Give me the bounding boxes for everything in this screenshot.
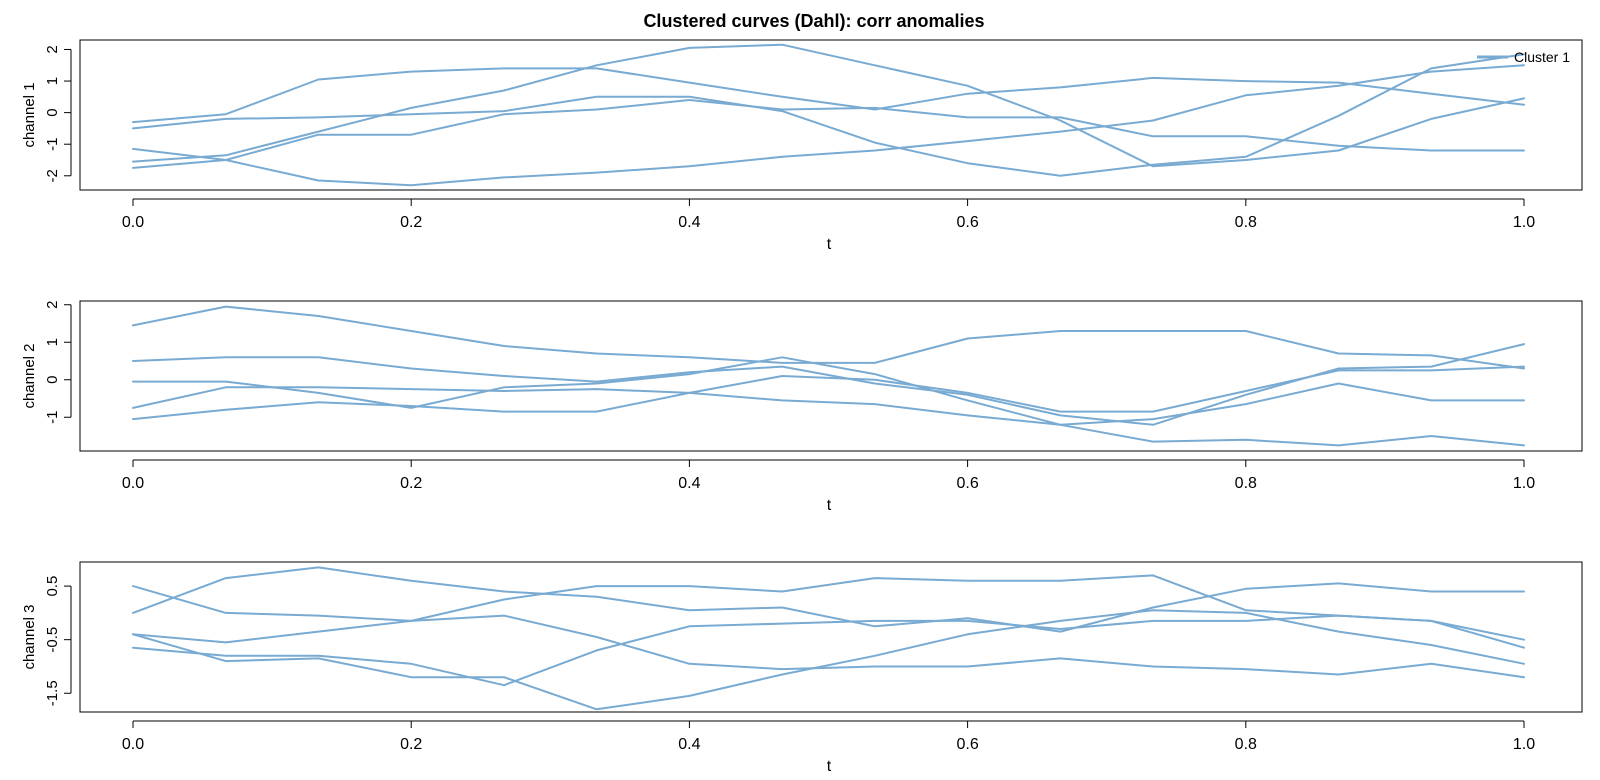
x-tick-label: 1.0 bbox=[1513, 475, 1535, 492]
y-tick-label: -1 bbox=[44, 138, 61, 151]
x-tick-label: 0.0 bbox=[122, 475, 144, 492]
y-axis-label: channel 2 bbox=[21, 343, 38, 408]
chart-panels: 0.0 0.2 0.4 0.6 0.8 1.0 t -2 -1 0 1 2 channel 1 Clust… bbox=[21, 39, 1583, 775]
series-line-5 bbox=[132, 99, 1525, 169]
series-line-2 bbox=[132, 585, 1525, 679]
y-tick-label: 0 bbox=[44, 376, 61, 384]
y-tick-label: 2 bbox=[44, 301, 61, 309]
panel-channel-1: 0.0 0.2 0.4 0.6 0.8 1.0 t -2 -1 0 1 2 channel 1 Clust… bbox=[21, 39, 1583, 253]
series-line-5 bbox=[132, 614, 1525, 687]
x-tick-label: 0.8 bbox=[1235, 475, 1257, 492]
x-tick-label: 0.0 bbox=[122, 736, 144, 753]
series-line-4 bbox=[132, 609, 1525, 711]
series-line-1 bbox=[132, 566, 1525, 633]
y-axis-label: channel 3 bbox=[21, 604, 38, 669]
x-tick-label: 0.2 bbox=[400, 475, 422, 492]
x-axis-label: t bbox=[827, 758, 832, 775]
plot-frame bbox=[79, 39, 1583, 191]
y-tick-label: 0.5 bbox=[44, 576, 61, 597]
series-line-2 bbox=[132, 343, 1525, 426]
series-group bbox=[132, 43, 1525, 187]
x-tick-label: 0.6 bbox=[956, 736, 978, 753]
legend-label: Cluster 1 bbox=[1514, 49, 1570, 65]
series-line-4 bbox=[132, 64, 1525, 187]
panel-channel-3: 0.0 0.2 0.4 0.6 0.8 1.0 t -1.5 -0.5 0.5 channel 3 bbox=[21, 561, 1583, 775]
y-tick-label: -0.5 bbox=[44, 627, 61, 653]
series-line-2 bbox=[132, 53, 1525, 177]
x-tick-label: 0.2 bbox=[400, 736, 422, 753]
x-axis-label: t bbox=[827, 236, 832, 253]
x-tick-label: 0.4 bbox=[678, 214, 700, 231]
plot-frame bbox=[79, 300, 1583, 452]
series-group bbox=[132, 566, 1525, 711]
x-tick-label: 0.2 bbox=[400, 214, 422, 231]
y-tick-label: -1.5 bbox=[44, 680, 61, 706]
panel-channel-2: 0.0 0.2 0.4 0.6 0.8 1.0 t -1 0 1 2 channel 2 bbox=[21, 300, 1583, 514]
chart-title: Clustered curves (Dahl): corr anomalies bbox=[643, 11, 984, 31]
x-tick-label: 1.0 bbox=[1513, 736, 1535, 753]
series-line-5 bbox=[132, 365, 1525, 421]
x-tick-label: 0.6 bbox=[956, 475, 978, 492]
series-line-3 bbox=[132, 43, 1525, 168]
x-tick-label: 1.0 bbox=[1513, 214, 1535, 231]
x-tick-label: 0.8 bbox=[1235, 214, 1257, 231]
series-line-3 bbox=[132, 574, 1525, 644]
x-tick-label: 0.4 bbox=[678, 736, 700, 753]
x-tick-label: 0.8 bbox=[1235, 736, 1257, 753]
x-axis-label: t bbox=[827, 497, 832, 514]
series-line-1 bbox=[132, 305, 1525, 370]
y-tick-label: -2 bbox=[44, 169, 61, 182]
y-tick-label: 1 bbox=[44, 338, 61, 346]
y-axis-label: channel 1 bbox=[21, 82, 38, 147]
y-tick-label: 0 bbox=[44, 108, 61, 116]
x-tick-label: 0.6 bbox=[956, 214, 978, 231]
x-tick-label: 0.0 bbox=[122, 214, 144, 231]
series-group bbox=[132, 305, 1525, 447]
legend: Cluster 1 bbox=[1477, 49, 1570, 65]
y-tick-label: 1 bbox=[44, 77, 61, 85]
plot-frame bbox=[79, 561, 1583, 713]
series-line-1 bbox=[132, 67, 1525, 124]
y-tick-label: -1 bbox=[44, 411, 61, 424]
x-tick-label: 0.4 bbox=[678, 475, 700, 492]
series-line-4 bbox=[132, 382, 1525, 426]
series-line-3 bbox=[132, 356, 1525, 447]
y-tick-label: 2 bbox=[44, 45, 61, 53]
